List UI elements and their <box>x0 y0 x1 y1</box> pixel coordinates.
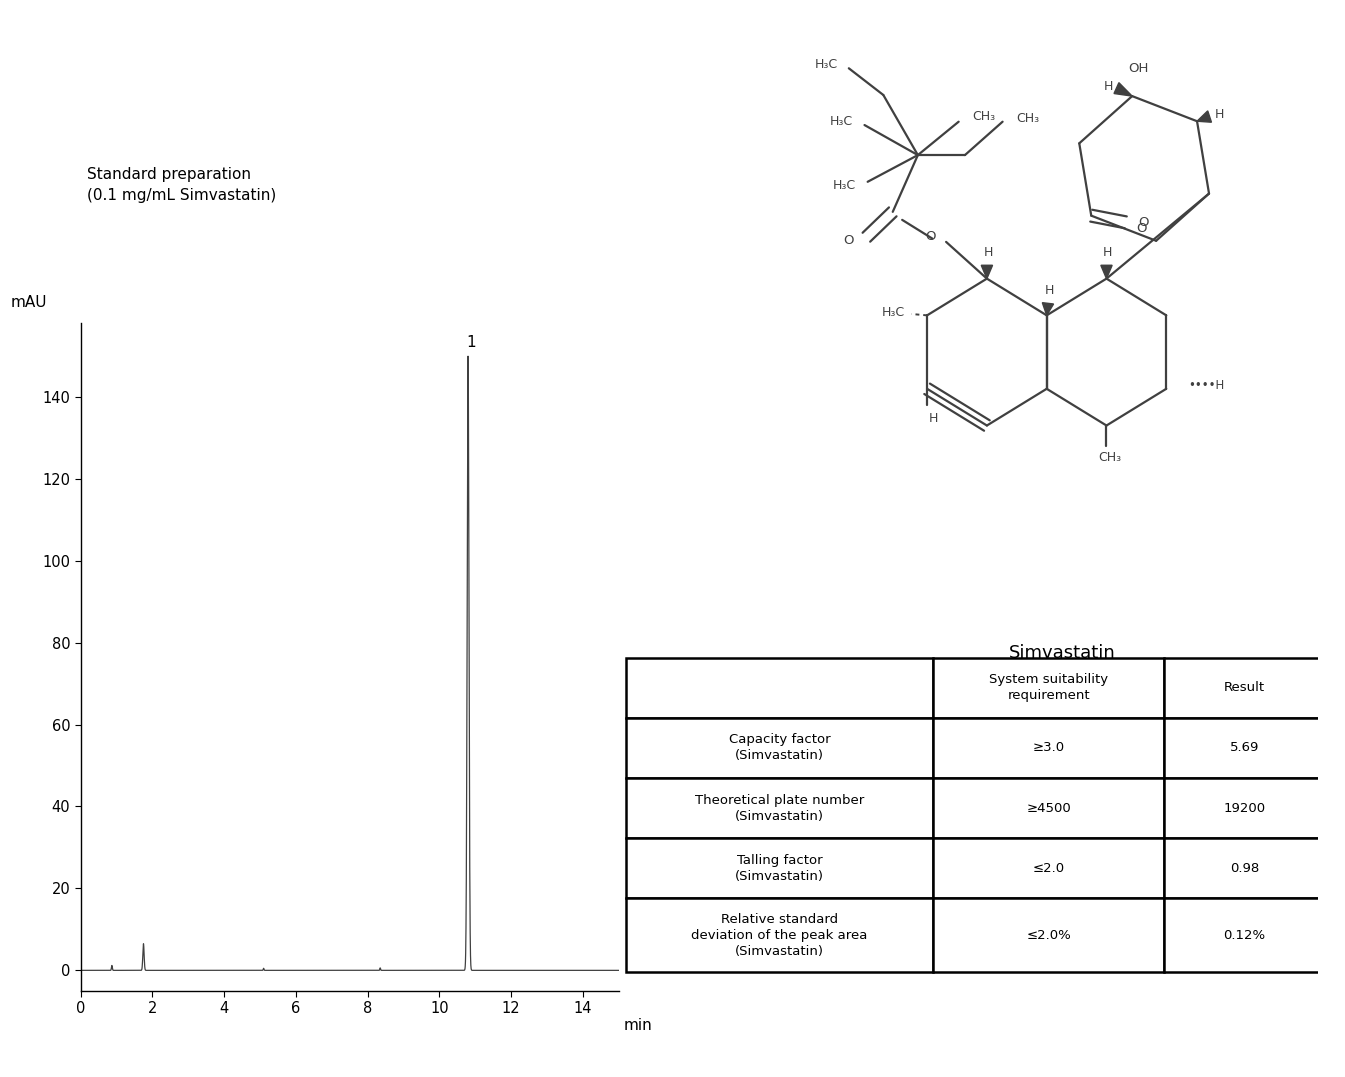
Text: Relative standard
deviation of the peak area
(Simvastatin): Relative standard deviation of the peak … <box>691 912 868 957</box>
Text: H₃C: H₃C <box>833 179 857 192</box>
Text: H: H <box>1103 246 1112 258</box>
Text: O: O <box>1138 215 1149 228</box>
Text: Simvastatin: Simvastatin <box>1009 644 1116 661</box>
Text: mAU: mAU <box>11 295 47 310</box>
Bar <box>933 898 1165 971</box>
Text: O: O <box>843 234 854 247</box>
Bar <box>625 838 933 898</box>
Text: Capacity factor
(Simvastatin): Capacity factor (Simvastatin) <box>729 733 830 763</box>
Bar <box>933 658 1165 718</box>
Text: H: H <box>983 246 993 258</box>
Text: OH: OH <box>1128 61 1149 74</box>
Polygon shape <box>1197 111 1212 122</box>
Text: CH₃: CH₃ <box>972 110 995 123</box>
Bar <box>1165 838 1325 898</box>
Text: CH₃: CH₃ <box>1098 451 1122 464</box>
Bar <box>625 718 933 778</box>
Bar <box>1165 898 1325 971</box>
Bar <box>625 898 933 971</box>
Text: Standard preparation
(0.1 mg/mL Simvastatin): Standard preparation (0.1 mg/mL Simvasta… <box>87 167 277 202</box>
Text: H₃C: H₃C <box>882 306 905 319</box>
Text: 19200: 19200 <box>1224 801 1266 814</box>
Text: ≤2.0: ≤2.0 <box>1033 862 1065 875</box>
Bar <box>1165 718 1325 778</box>
Bar <box>933 778 1165 838</box>
Text: O: O <box>1137 222 1146 235</box>
Text: ≥3.0: ≥3.0 <box>1033 741 1065 755</box>
Text: Theoretical plate number
(Simvastatin): Theoretical plate number (Simvastatin) <box>695 794 865 823</box>
Text: H₃C: H₃C <box>830 115 853 128</box>
Bar <box>933 838 1165 898</box>
Bar <box>1165 658 1325 718</box>
Text: CH₃: CH₃ <box>1017 112 1040 125</box>
Polygon shape <box>982 265 993 279</box>
Bar <box>1165 778 1325 838</box>
Text: 0.12%: 0.12% <box>1224 928 1266 941</box>
Text: Result: Result <box>1224 682 1266 695</box>
Text: 5.69: 5.69 <box>1229 741 1259 755</box>
Text: H: H <box>928 412 937 425</box>
Bar <box>625 778 933 838</box>
Text: ≥4500: ≥4500 <box>1026 801 1071 814</box>
Text: 0.98: 0.98 <box>1231 862 1259 875</box>
Bar <box>933 718 1165 778</box>
Text: H₃C: H₃C <box>814 58 838 71</box>
Text: min: min <box>624 1018 652 1033</box>
Text: ••••H: ••••H <box>1188 379 1224 392</box>
Text: H: H <box>1215 108 1224 121</box>
Polygon shape <box>1100 265 1112 279</box>
Bar <box>625 658 933 718</box>
Text: Talling factor
(Simvastatin): Talling factor (Simvastatin) <box>736 854 824 883</box>
Text: 1: 1 <box>467 335 476 350</box>
Text: H: H <box>1045 283 1054 296</box>
Text: H: H <box>1104 80 1114 93</box>
Polygon shape <box>1042 303 1053 316</box>
Polygon shape <box>1114 83 1132 96</box>
Text: O: O <box>925 230 935 243</box>
Text: System suitability
requirement: System suitability requirement <box>990 673 1108 702</box>
Text: ≤2.0%: ≤2.0% <box>1026 928 1071 941</box>
